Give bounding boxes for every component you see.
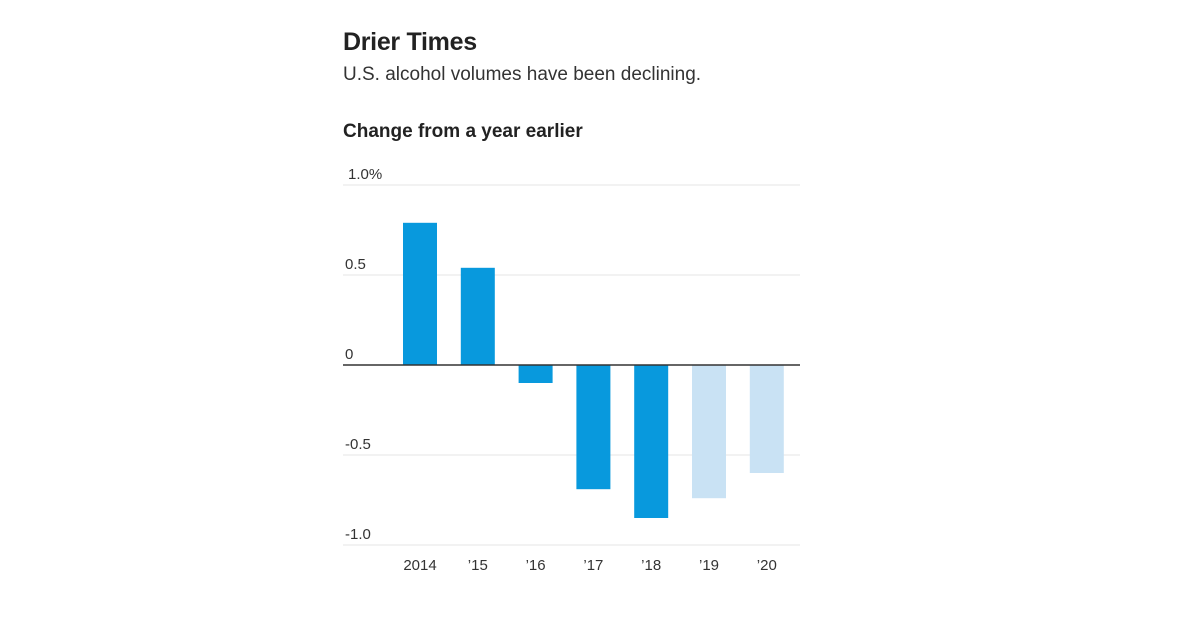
x-tick-label: ’17 (583, 557, 603, 574)
bar-0 (403, 222, 437, 365)
y-tick-label: 0 (345, 346, 353, 363)
x-tick-label: ’16 (526, 557, 546, 574)
bar-6 (749, 365, 784, 473)
x-tick-label: ’15 (468, 557, 488, 574)
x-tick-label: ’19 (699, 557, 719, 574)
bar-5 (692, 365, 726, 499)
bar-2 (518, 365, 553, 383)
bar-1 (460, 267, 495, 365)
y-tick-label: 0.5 (345, 256, 366, 273)
chart-subtitle: U.S. alcohol volumes have been declining… (343, 64, 702, 85)
bar-layer (403, 222, 784, 518)
bar-4 (634, 365, 669, 518)
y-tick-label: -0.5 (345, 436, 371, 453)
y-tick-label: 1.0% (348, 166, 382, 183)
axis-layer: 1.0% 0.5 0 -0.5 -1.0 2014 ’15 ’16 ’17 ’18 ’19 ’20 (343, 166, 800, 574)
x-tick-label: 2014 (403, 557, 436, 574)
chart-heading: Change from a year earlier (343, 121, 583, 142)
chart-title: Drier Times (343, 28, 477, 56)
bar-3 (576, 365, 611, 490)
y-tick-label: -1.0 (345, 526, 371, 543)
x-tick-label: ’18 (641, 557, 661, 574)
x-tick-label: ’20 (757, 557, 777, 574)
